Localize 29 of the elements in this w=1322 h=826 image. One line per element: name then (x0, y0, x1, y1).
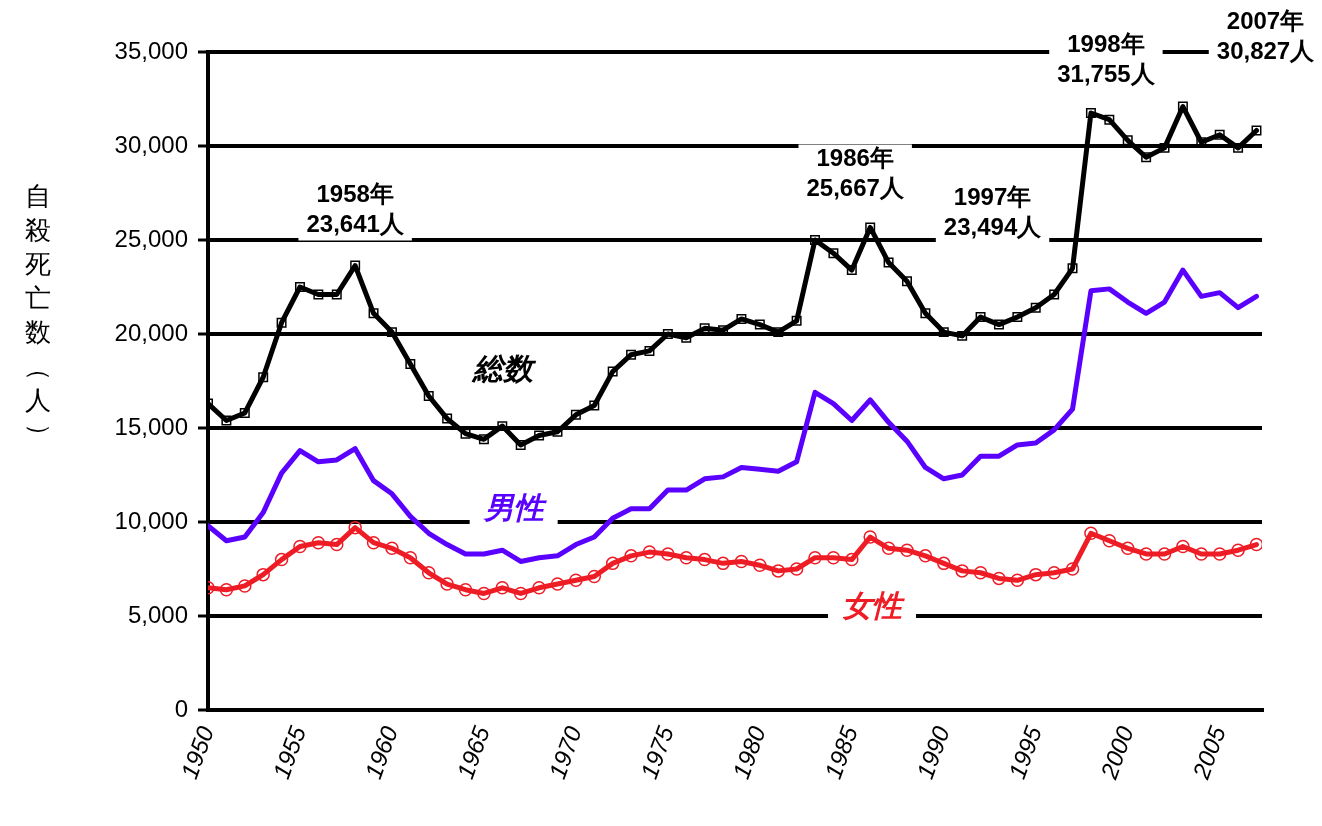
x-tick-label: 1975 (635, 722, 680, 783)
x-tick-label: 1995 (1003, 722, 1047, 783)
annotation: 2007年 30,827人 (1216, 7, 1316, 65)
x-tick-label: 1960 (359, 722, 404, 783)
x-tick-label: 1955 (267, 722, 312, 783)
annotation: 1998年 31,755人 (1057, 29, 1156, 87)
series-label: 女性 (842, 589, 906, 623)
x-tick-label: 1980 (727, 722, 772, 783)
y-tick-label: 5,000 (127, 600, 188, 628)
x-tick-label: 1950 (175, 722, 220, 783)
annotation: 1997年 23,494人 (943, 182, 1043, 240)
annotation: 1958年 23,641人 (306, 180, 405, 238)
y-tick-label: 25,000 (114, 224, 188, 252)
y-tick-label: 30,000 (114, 130, 188, 158)
y-tick-label: 10,000 (114, 506, 188, 534)
x-tick-label: 1985 (819, 722, 863, 783)
x-tick-label: 1970 (543, 722, 588, 783)
series-label: 男性 (482, 490, 547, 524)
y-axis-title: 自殺死亡数（人） (24, 181, 55, 449)
series-label: 総数 (471, 352, 538, 386)
y-tick-label: 20,000 (114, 318, 188, 346)
y-tick-label: 15,000 (114, 412, 188, 440)
y-tick-label: 0 (174, 694, 188, 722)
y-tick-label: 35,000 (114, 36, 188, 64)
x-tick-label: 1965 (451, 722, 496, 783)
x-tick-label: 2005 (1186, 722, 1231, 784)
x-tick-label: 1990 (911, 722, 955, 783)
x-tick-label: 2000 (1094, 722, 1139, 784)
annotation: 1986年 25,667人 (806, 144, 905, 202)
